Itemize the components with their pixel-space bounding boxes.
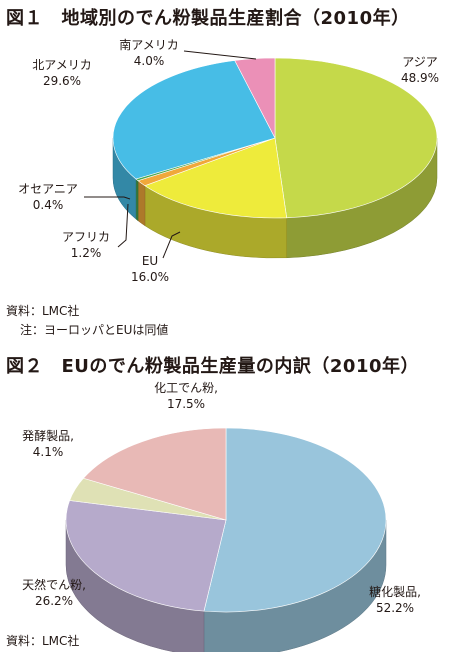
pie-slice-2-4 (82, 427, 227, 521)
slice-value-label: 16.0% (131, 270, 169, 284)
figure-1-title: 図１ 地域別のでん粉製品生産割合（2010年） (6, 8, 410, 29)
slice-value-label: 52.2% (376, 601, 414, 615)
slice-value-label: 4.0% (134, 54, 165, 68)
figure-1-source: 資料：LMC社 (6, 304, 80, 318)
leader-line (117, 203, 129, 248)
slice-name-label: 発酵製品, (22, 429, 74, 443)
slice-name-label: 糖化製品, (369, 584, 421, 599)
pie-side-1 (137, 180, 146, 227)
slice-value-label: 1.2% (71, 246, 102, 260)
figure-2-title: 図２ EUのでん粉製品生産量の内訳（2010年） (6, 356, 420, 377)
figure-2-source: 資料：LMC社 (6, 634, 80, 648)
leader-line (84, 196, 131, 200)
pie-slice-2-1 (203, 427, 387, 613)
slice-name-label: 南アメリカ (119, 37, 178, 52)
slice-value-label: 48.9% (401, 71, 439, 85)
slice-value-label: 29.6% (43, 74, 81, 88)
slice-name-label: 北アメリカ (32, 58, 91, 72)
slice-value-label: 26.2% (35, 594, 73, 608)
slice-name-label: 化工でん粉, (154, 381, 218, 395)
figure-1-note: 注：ヨーロッパとEUは同値 (20, 323, 169, 337)
slice-name-label: アフリカ (62, 230, 110, 244)
slice-value-label: 17.5% (167, 397, 205, 411)
pie-slice-1-1 (274, 57, 438, 219)
slice-value-label: 0.4% (33, 198, 64, 212)
slice-name-label: アジア (402, 55, 438, 69)
pie-slice-1-5 (112, 60, 276, 180)
pie-slice-1-2 (144, 137, 288, 219)
leader-line (162, 231, 181, 259)
pie-chart-2: 糖化製品, 52.2% 天然でん粉, 26.2% 発酵製品, 4.1% 化工でん粉, 17.5… (22, 381, 421, 652)
pie-slice-2-2 (65, 500, 227, 612)
pie-side-1 (135, 178, 139, 222)
slice-value-label: 4.1% (33, 445, 64, 459)
slice-name-label: EU (142, 254, 158, 268)
slice-name-label: 天然でん粉, (22, 577, 86, 592)
pie-chart-1: アジア 48.9% EU 16.0% アフリカ 1.2% オセアニア 0.4% 北アメリカ 29.… (18, 37, 439, 284)
slice-name-label: オセアニア (18, 182, 78, 196)
leader-line (183, 50, 257, 60)
